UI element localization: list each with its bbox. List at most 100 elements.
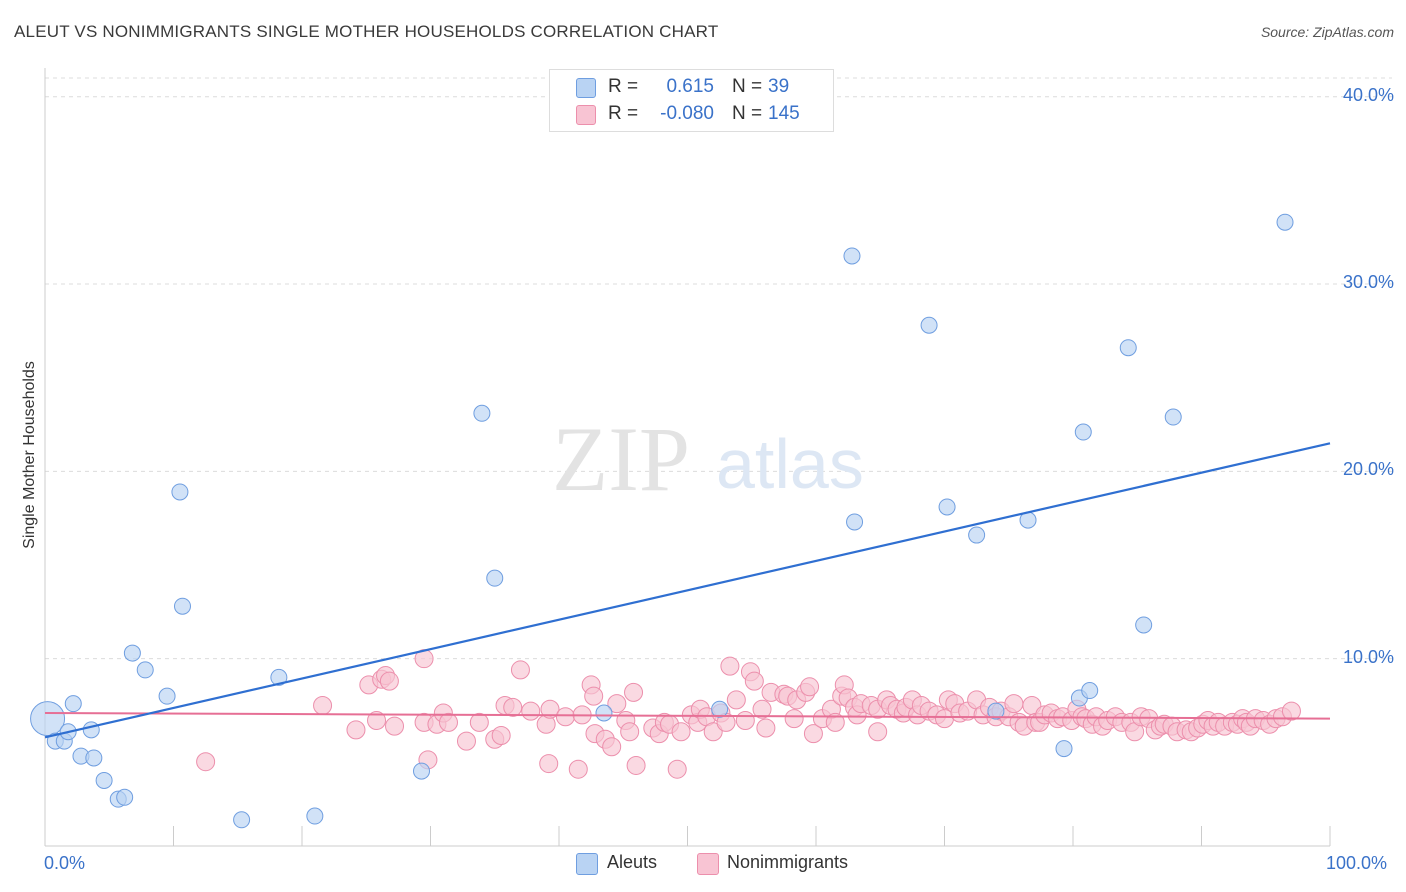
data-point — [456, 731, 476, 751]
data-point — [800, 677, 820, 697]
data-point — [584, 686, 604, 706]
aleuts-points — [30, 213, 1294, 829]
data-point — [510, 660, 530, 680]
data-point — [1081, 682, 1099, 700]
aleuts-swatch-icon — [576, 78, 596, 98]
legend-row-aleuts: R = 0.615 N = 39 — [550, 74, 833, 100]
aleuts-trend-line — [44, 442, 1331, 739]
r-value: -0.080 — [660, 103, 714, 124]
aleuts-legend-label: Aleuts — [607, 852, 658, 872]
data-point — [438, 712, 458, 732]
data-point — [486, 569, 504, 587]
r-label: R = — [608, 76, 639, 97]
data-point — [843, 247, 861, 265]
watermark-atlas: atlas — [716, 425, 864, 503]
data-point — [555, 707, 575, 727]
data-point — [171, 483, 189, 501]
nonimmigrants-legend-icon — [697, 853, 719, 875]
grid-lines — [45, 77, 1392, 660]
y-tick-label: 10.0% — [1342, 646, 1394, 667]
y-axis-label: Single Mother Households — [21, 361, 38, 549]
data-point — [233, 811, 251, 829]
r-label: R = — [608, 103, 639, 124]
data-point — [1164, 408, 1182, 426]
data-point — [1135, 616, 1153, 634]
data-point — [568, 759, 588, 779]
data-point — [116, 788, 134, 806]
nonimmigrants-legend-label: Nonimmigrants — [727, 852, 849, 872]
data-point — [346, 720, 366, 740]
data-point — [703, 722, 723, 742]
data-point — [313, 696, 333, 716]
y-tick-label: 20.0% — [1342, 459, 1394, 480]
data-point — [1074, 423, 1092, 441]
data-point — [735, 710, 755, 730]
data-point — [720, 656, 740, 676]
nonimmigrants-trend-line — [44, 712, 1331, 720]
n-value: 145 — [768, 103, 800, 124]
data-point — [1004, 694, 1024, 714]
data-point — [626, 755, 646, 775]
data-point — [491, 725, 511, 745]
data-point — [1055, 740, 1073, 758]
nonimmigrants-swatch-icon — [576, 105, 596, 125]
series-legend: Aleuts Nonimmigrants — [0, 852, 1406, 878]
data-point — [846, 513, 864, 531]
data-point — [624, 682, 644, 702]
n-value: 39 — [768, 76, 790, 97]
trend-lines — [44, 442, 1331, 739]
data-point — [987, 702, 1005, 720]
nonimmigrants-points — [196, 649, 1301, 779]
data-point — [95, 771, 113, 789]
data-point — [1281, 701, 1301, 721]
data-point — [82, 721, 100, 739]
data-point — [173, 597, 191, 615]
data-point — [667, 759, 687, 779]
data-point — [868, 722, 888, 742]
data-point — [521, 701, 541, 721]
data-point — [367, 710, 387, 730]
data-point — [1276, 213, 1294, 231]
y-tick-label: 30.0% — [1342, 272, 1394, 293]
n-label: N = — [732, 76, 763, 97]
data-point — [270, 668, 288, 686]
watermark: ZIP atlas — [552, 408, 864, 510]
x-tick-label-max: 100.0% — [1326, 853, 1388, 873]
data-point — [540, 699, 560, 719]
data-point — [539, 754, 559, 774]
data-point — [413, 762, 431, 780]
data-point — [752, 699, 772, 719]
r-value: 0.615 — [666, 76, 714, 97]
n-label: N = — [732, 103, 763, 124]
data-point — [595, 704, 613, 722]
data-point — [473, 404, 491, 422]
data-point — [744, 671, 764, 691]
data-point — [85, 749, 103, 767]
y-tick-label: 40.0% — [1342, 84, 1394, 105]
data-point — [711, 700, 729, 718]
data-point — [64, 695, 82, 713]
data-point — [756, 718, 776, 738]
data-point — [306, 807, 324, 825]
data-point — [136, 661, 154, 679]
data-point — [1119, 339, 1137, 357]
data-point — [968, 526, 986, 544]
data-point — [620, 722, 640, 742]
data-point — [803, 724, 823, 744]
watermark-zip: ZIP — [552, 408, 690, 510]
aleuts-legend-icon — [576, 853, 598, 875]
data-point — [469, 712, 489, 732]
data-point — [379, 671, 399, 691]
data-point — [726, 690, 746, 710]
data-point — [123, 644, 141, 662]
data-point — [30, 701, 66, 737]
legend-row-nonimmigrants: R = -0.080 N = 145 — [550, 101, 833, 127]
data-point — [920, 316, 938, 334]
correlation-legend: R = 0.615 N = 39 R = -0.080 N = 145 — [549, 69, 834, 132]
data-point — [196, 752, 216, 772]
chart-title: ALEUT VS NONIMMIGRANTS SINGLE MOTHER HOU… — [14, 22, 719, 41]
data-point — [602, 737, 622, 757]
source-label: Source: ZipAtlas.com — [1260, 24, 1394, 40]
data-point — [607, 694, 627, 714]
